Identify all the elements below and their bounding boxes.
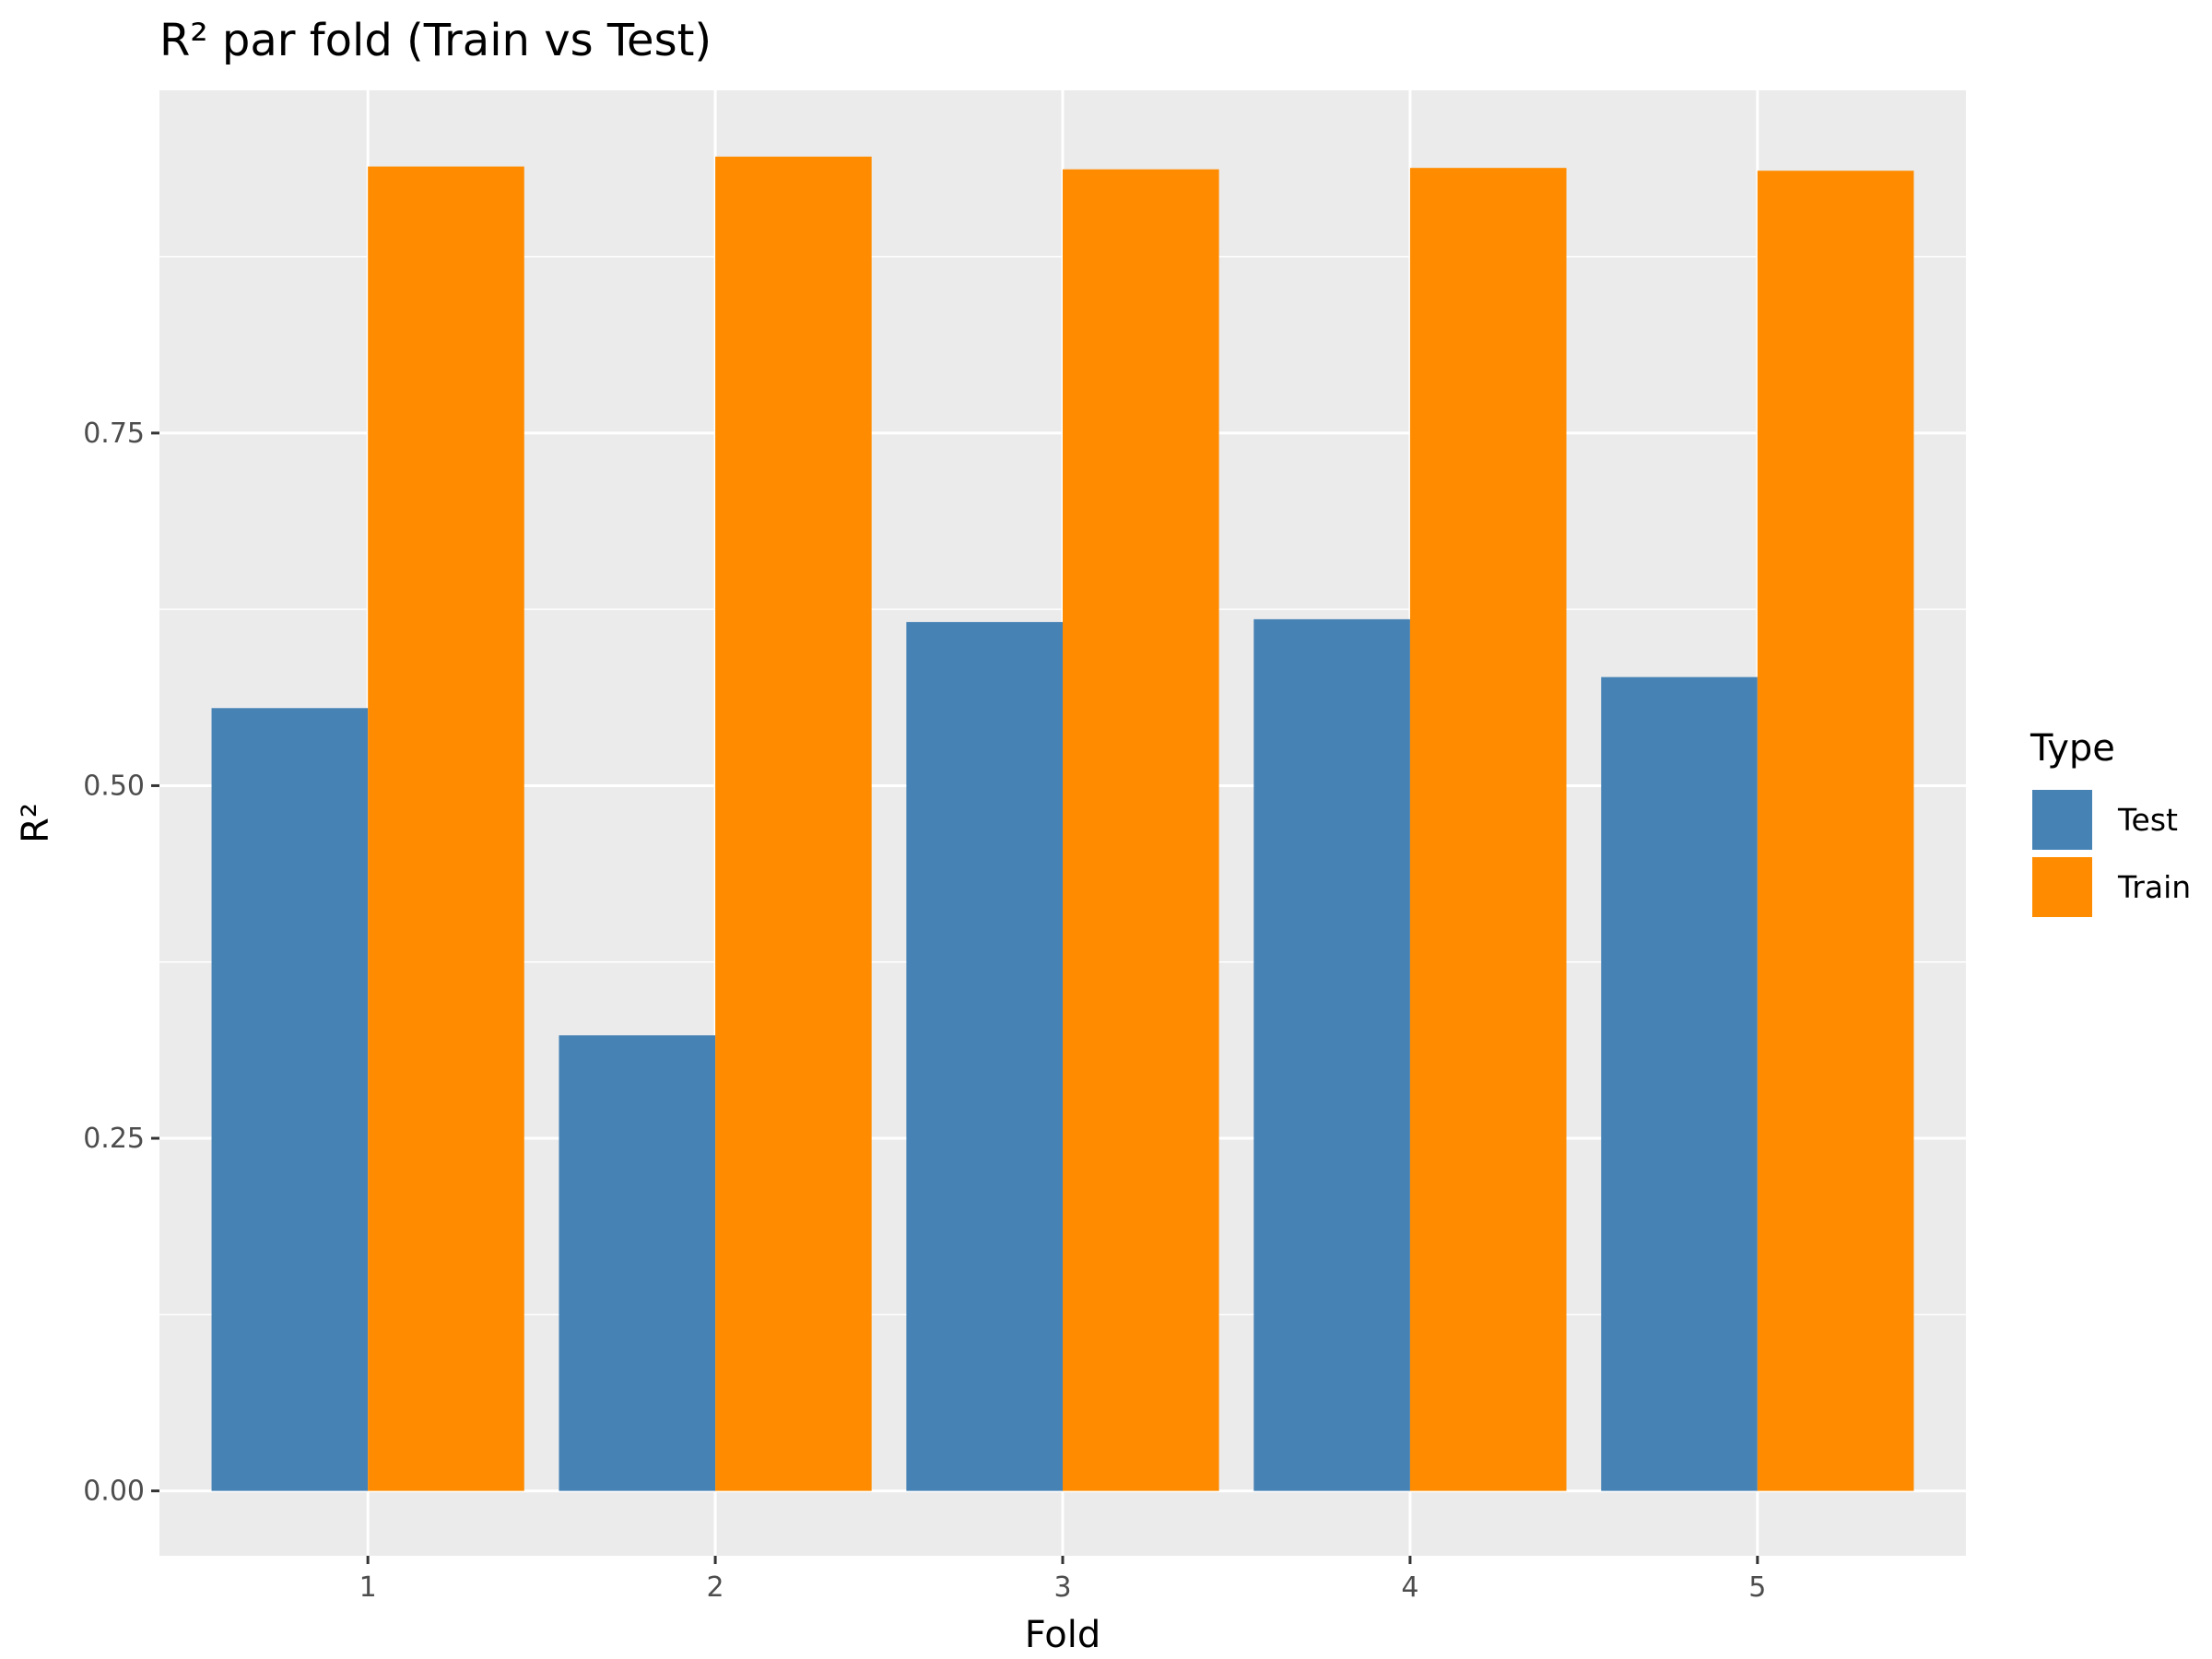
bar-test [211, 708, 369, 1491]
bar-test [906, 621, 1063, 1491]
x-tick-label: 1 [359, 1571, 377, 1604]
x-tick-label: 4 [1401, 1571, 1418, 1604]
legend-key-test [2032, 790, 2092, 850]
y-tick-label: 0.00 [83, 1476, 145, 1508]
bar-test [1601, 677, 1758, 1491]
bar-train [1757, 171, 1914, 1491]
y-tick-label: 0.75 [83, 418, 145, 450]
legend-key-train [2032, 857, 2092, 917]
legend: Type Test Train [2030, 727, 2191, 919]
bar-test [1253, 618, 1410, 1491]
x-tick-label: 3 [1053, 1571, 1071, 1604]
x-tick-label: 2 [707, 1571, 724, 1604]
x-tick-label: 5 [1748, 1571, 1766, 1604]
y-axis: 0.00 0.25 0.50 0.75 [83, 418, 159, 1508]
bar-train [1409, 168, 1567, 1491]
x-axis-title: Fold [1025, 1614, 1101, 1656]
legend-title: Type [2030, 727, 2115, 770]
bars [211, 156, 1914, 1491]
bar-train [715, 156, 872, 1491]
x-axis: 1 2 3 4 5 [359, 1556, 1766, 1604]
bar-test [559, 1035, 716, 1491]
legend-label-train: Train [2117, 869, 2191, 905]
y-tick-label: 0.25 [83, 1123, 145, 1155]
legend-label-test: Test [2117, 802, 2178, 838]
legend-items: Test Train [2030, 788, 2191, 919]
bar-train [368, 166, 524, 1491]
y-tick-label: 0.50 [83, 770, 145, 802]
chart-title: R² par fold (Train vs Test) [159, 15, 712, 66]
y-axis-title: R² [15, 803, 57, 843]
bar-train [1063, 169, 1219, 1491]
